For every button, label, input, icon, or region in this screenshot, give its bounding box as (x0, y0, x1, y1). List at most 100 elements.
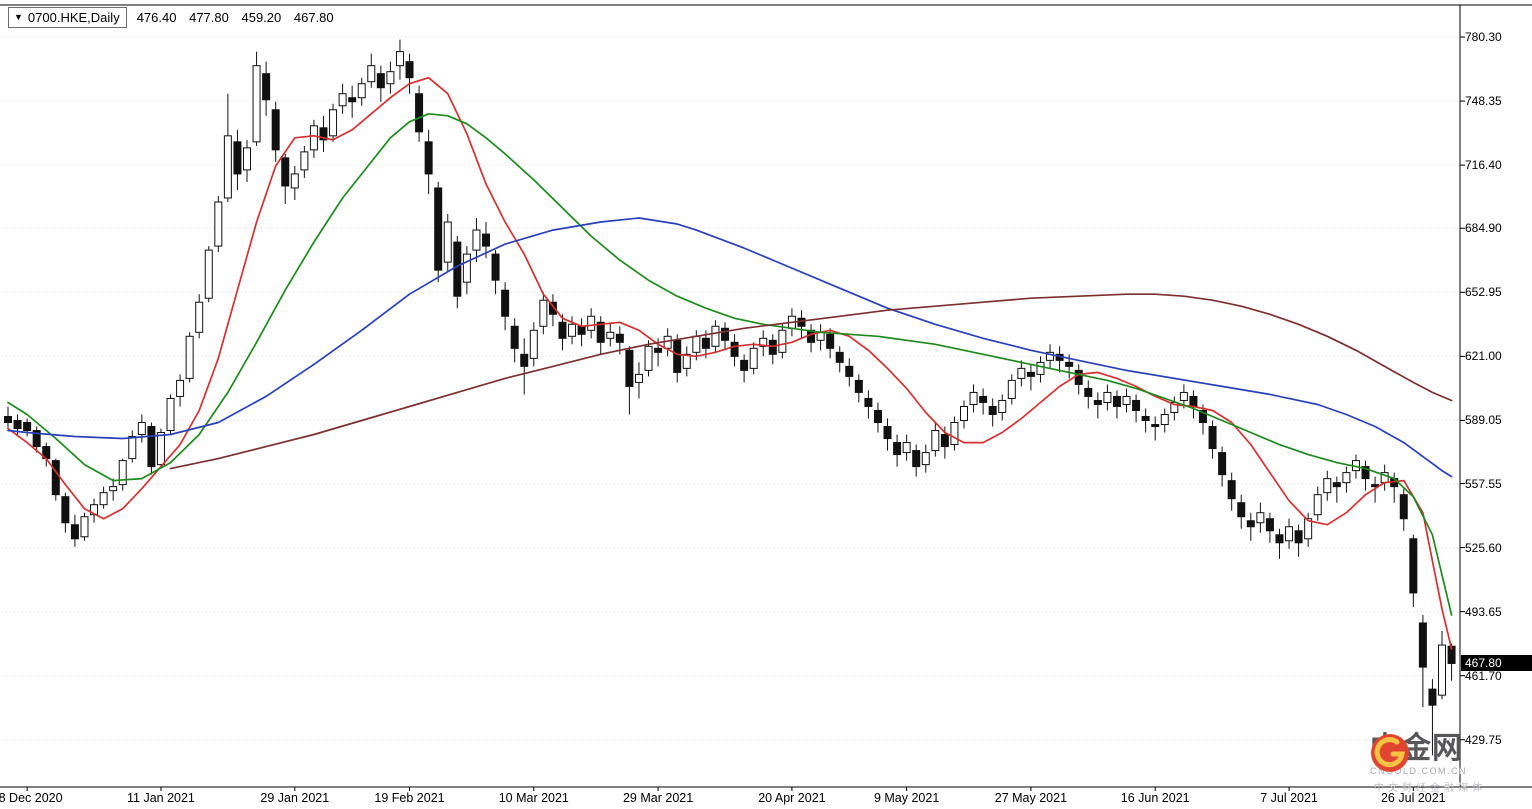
price-label: 716.40 (1465, 158, 1502, 173)
candle-body (1151, 424, 1160, 428)
candle-body (51, 460, 60, 496)
date-label: 20 Apr 2021 (758, 791, 826, 805)
candle-body (587, 315, 596, 331)
candle-body (70, 524, 79, 540)
candle-body (644, 345, 653, 371)
ma-mid-green (7, 112, 1453, 616)
price-label: 684.90 (1465, 221, 1502, 236)
candle-body (692, 335, 701, 353)
date-label: 10 Mar 2021 (498, 791, 569, 805)
candle-body (491, 253, 500, 281)
price-label: 748.35 (1465, 94, 1502, 109)
candle-body (424, 141, 433, 175)
date-label: 11 Jan 2021 (127, 791, 195, 805)
candle-body (596, 321, 605, 343)
candle-body (300, 151, 309, 171)
candle-body (32, 430, 41, 448)
candle-body (1294, 530, 1303, 544)
candle-body (1141, 415, 1150, 421)
candle-body (1007, 379, 1016, 399)
candle-body (1246, 520, 1255, 528)
candle-body (80, 516, 89, 538)
candle-body (558, 321, 567, 339)
candle-body (329, 109, 338, 137)
candle-body (395, 51, 404, 67)
candle-body (1179, 391, 1188, 401)
candle-body (443, 221, 452, 263)
candle-body (271, 109, 280, 151)
candle-body (893, 442, 902, 456)
candle-body (835, 351, 844, 363)
candle-body (281, 157, 290, 187)
candle-body (634, 373, 643, 383)
candle-body (845, 365, 854, 377)
ma-long-maroon (169, 293, 1453, 470)
date-label: 9 May 2021 (873, 791, 940, 805)
watermark-domain: CNGOLD.COM.CN (1370, 765, 1468, 776)
candle-body (768, 339, 777, 355)
candle-body (1036, 361, 1045, 375)
ohlc-values: 476.40 477.80 459.20 467.80 (137, 10, 343, 25)
candle-body (1046, 351, 1055, 361)
candle-body (262, 73, 271, 101)
candle-body (969, 391, 978, 405)
low-value: 459.20 (241, 10, 282, 25)
candle-body (998, 399, 1007, 413)
candle-body (1428, 688, 1437, 706)
candle-body (759, 337, 768, 347)
candle-body (376, 73, 385, 89)
candle-body (1399, 494, 1408, 520)
candle-body (13, 419, 22, 430)
date-label: 16 Jun 2021 (1120, 791, 1190, 805)
candle-body (1265, 518, 1274, 532)
candle-body (1323, 478, 1332, 494)
candle-body (223, 135, 232, 199)
candle-body (1361, 466, 1370, 480)
candle-body (501, 289, 510, 317)
date-label: 26 Jul 2021 (1380, 791, 1446, 805)
candle-body (1199, 409, 1207, 424)
candle-body (950, 422, 959, 446)
price-label: 525.60 (1465, 540, 1502, 555)
candle-body (185, 335, 194, 379)
price-label: 652.95 (1465, 285, 1502, 300)
candle-body (510, 325, 519, 349)
candle-body (902, 442, 911, 454)
candle-body (548, 301, 557, 315)
candle-body (960, 405, 968, 421)
candle-body (1112, 395, 1121, 407)
candle-body (826, 333, 835, 349)
candle-body (1256, 512, 1265, 524)
candle-body (156, 432, 165, 466)
candle-body (195, 301, 204, 333)
candle-body (730, 341, 739, 357)
candle-body (1074, 369, 1083, 385)
candle-body (1418, 622, 1427, 668)
date-label: 18 Dec 2020 (0, 791, 63, 805)
candle-body (357, 83, 366, 99)
candle-body (462, 253, 471, 283)
candle-body (137, 422, 146, 436)
candle-body (1332, 482, 1341, 488)
candle-body (873, 409, 882, 424)
candle-body (1237, 502, 1246, 518)
candle-body (4, 415, 12, 424)
candle-body (90, 504, 99, 516)
symbol-selector[interactable]: ▼ 0700.HKE,Daily (8, 7, 127, 28)
watermark-slogan: 中文财经金融媒体 (1374, 782, 1486, 794)
candle-body (1275, 534, 1284, 544)
candle-body (319, 127, 328, 141)
candle-body (778, 329, 787, 353)
candle-body (1227, 480, 1236, 500)
candle-body (615, 333, 624, 343)
dropdown-triangle-icon: ▼ (14, 11, 23, 22)
candle-body (529, 329, 538, 359)
candle-body (1342, 472, 1351, 484)
watermark: 中金网 CNGOLD.COM.CN 中文财经金融媒体 (1370, 733, 1526, 794)
price-label: 461.70 (1465, 668, 1502, 683)
candle-body (979, 395, 988, 403)
candle-body (740, 359, 749, 371)
candle-body (883, 426, 892, 440)
